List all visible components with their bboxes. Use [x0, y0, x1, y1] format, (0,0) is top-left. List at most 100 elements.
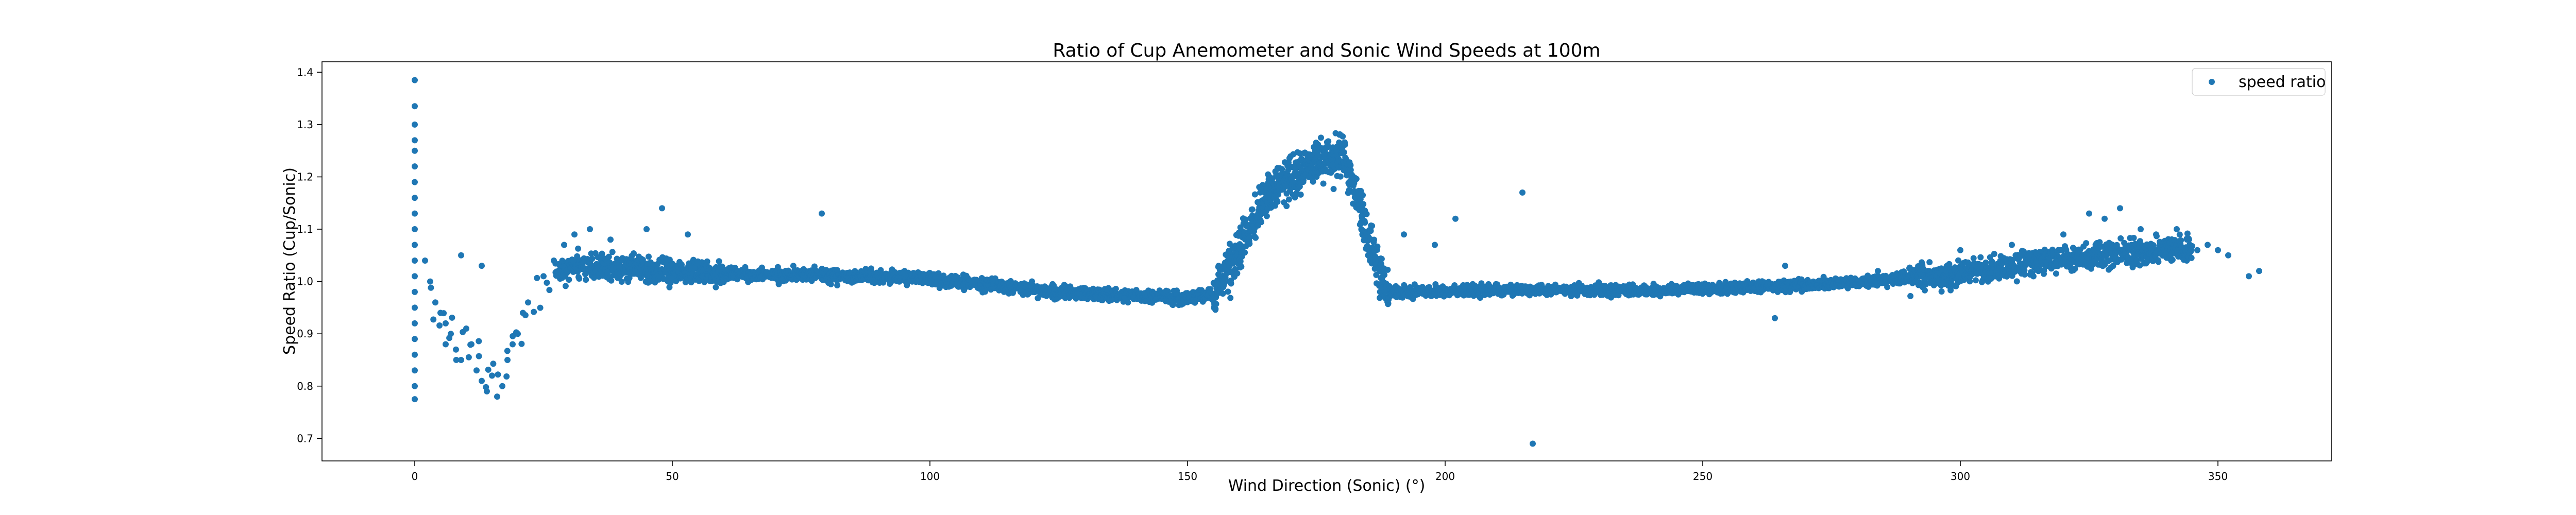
data-point [1991, 251, 1997, 257]
data-point [1947, 287, 1954, 294]
data-point [583, 277, 589, 283]
data-point [2205, 242, 2211, 248]
data-point [1230, 260, 1236, 267]
data-point [2083, 240, 2090, 247]
data-point [605, 253, 612, 260]
y-tick-label: 0.8 [297, 380, 313, 392]
data-point [2169, 256, 2176, 263]
x-tick-label: 250 [1693, 470, 1713, 483]
data-point [436, 322, 443, 329]
data-point [1432, 242, 1438, 248]
data-point [631, 250, 637, 256]
data-point [2176, 231, 2183, 238]
data-point [537, 304, 544, 311]
data-point [571, 231, 578, 238]
data-point [494, 393, 500, 400]
y-tick-label: 1.2 [297, 170, 313, 183]
data-point [716, 258, 722, 265]
x-tick-label: 150 [1178, 470, 1197, 483]
data-point [2038, 262, 2044, 268]
data-point [1367, 228, 1374, 234]
data-point [2256, 268, 2262, 274]
data-point [1252, 234, 1259, 241]
data-point [489, 372, 495, 379]
data-point [1360, 192, 1366, 198]
data-point [1251, 191, 1258, 198]
data-point [1242, 249, 1248, 256]
data-point [412, 179, 418, 185]
data-point [412, 351, 418, 358]
data-point [1246, 241, 1253, 247]
data-point [2117, 205, 2123, 212]
data-point [2102, 215, 2108, 222]
data-point [1227, 295, 1234, 301]
data-point [1967, 278, 1973, 285]
data-point [1285, 196, 1292, 203]
legend: speed ratio [2192, 68, 2326, 96]
data-point [525, 299, 531, 306]
data-point [1884, 284, 1891, 290]
data-point [476, 353, 482, 359]
data-point [504, 348, 511, 354]
data-point [449, 314, 455, 321]
data-point [479, 377, 485, 384]
data-point [1219, 290, 1226, 297]
data-point [1340, 133, 1346, 140]
data-point [607, 236, 614, 243]
data-point [2060, 231, 2066, 238]
data-point [1221, 263, 1227, 269]
data-point [1360, 201, 1367, 208]
data-point [479, 263, 485, 269]
data-point [2021, 271, 2028, 278]
data-point [2188, 254, 2195, 261]
data-point [515, 331, 521, 337]
data-point [422, 258, 428, 264]
data-point [877, 267, 884, 273]
data-point [2130, 235, 2137, 241]
data-point [412, 396, 418, 403]
y-tick-label: 1.1 [297, 223, 313, 235]
data-point [587, 226, 593, 232]
y-tick-label: 1.4 [297, 66, 313, 78]
data-point [1325, 138, 1332, 145]
data-point [2225, 252, 2231, 259]
axis-ticks: 0 50 100 150 200 250 300 3500.70.80.91.01.11.21… [297, 66, 2228, 483]
data-point [575, 245, 582, 252]
data-point [1125, 299, 1131, 306]
data-point [2117, 235, 2124, 242]
data-point [827, 281, 834, 287]
data-point [1346, 186, 1352, 193]
data-point [465, 354, 472, 360]
data-point [412, 137, 418, 144]
data-point [1378, 255, 1385, 262]
data-point [1362, 219, 1368, 226]
data-point [2086, 210, 2092, 217]
data-point [412, 258, 418, 264]
data-point [1865, 272, 1871, 279]
data-point [659, 205, 665, 212]
data-point [485, 366, 492, 373]
data-point [589, 255, 596, 262]
data-point [2215, 247, 2221, 253]
data-point [2053, 270, 2059, 277]
data-point [2013, 278, 2020, 285]
data-point [2178, 237, 2184, 244]
data-point [412, 288, 418, 295]
data-point [495, 371, 501, 378]
data-point [412, 147, 418, 154]
data-point [490, 360, 497, 367]
data-point [609, 249, 616, 255]
data-point [1926, 259, 1933, 266]
data-point [1378, 261, 1384, 267]
data-point [1347, 167, 1354, 174]
data-point [1972, 277, 1979, 284]
data-point [503, 373, 510, 380]
data-point [1401, 231, 1407, 238]
data-point [618, 279, 625, 285]
data-point [1320, 180, 1327, 187]
data-point [968, 278, 974, 285]
data-point [1519, 189, 1526, 196]
data-point [443, 320, 449, 327]
x-tick-label: 50 [666, 470, 679, 483]
